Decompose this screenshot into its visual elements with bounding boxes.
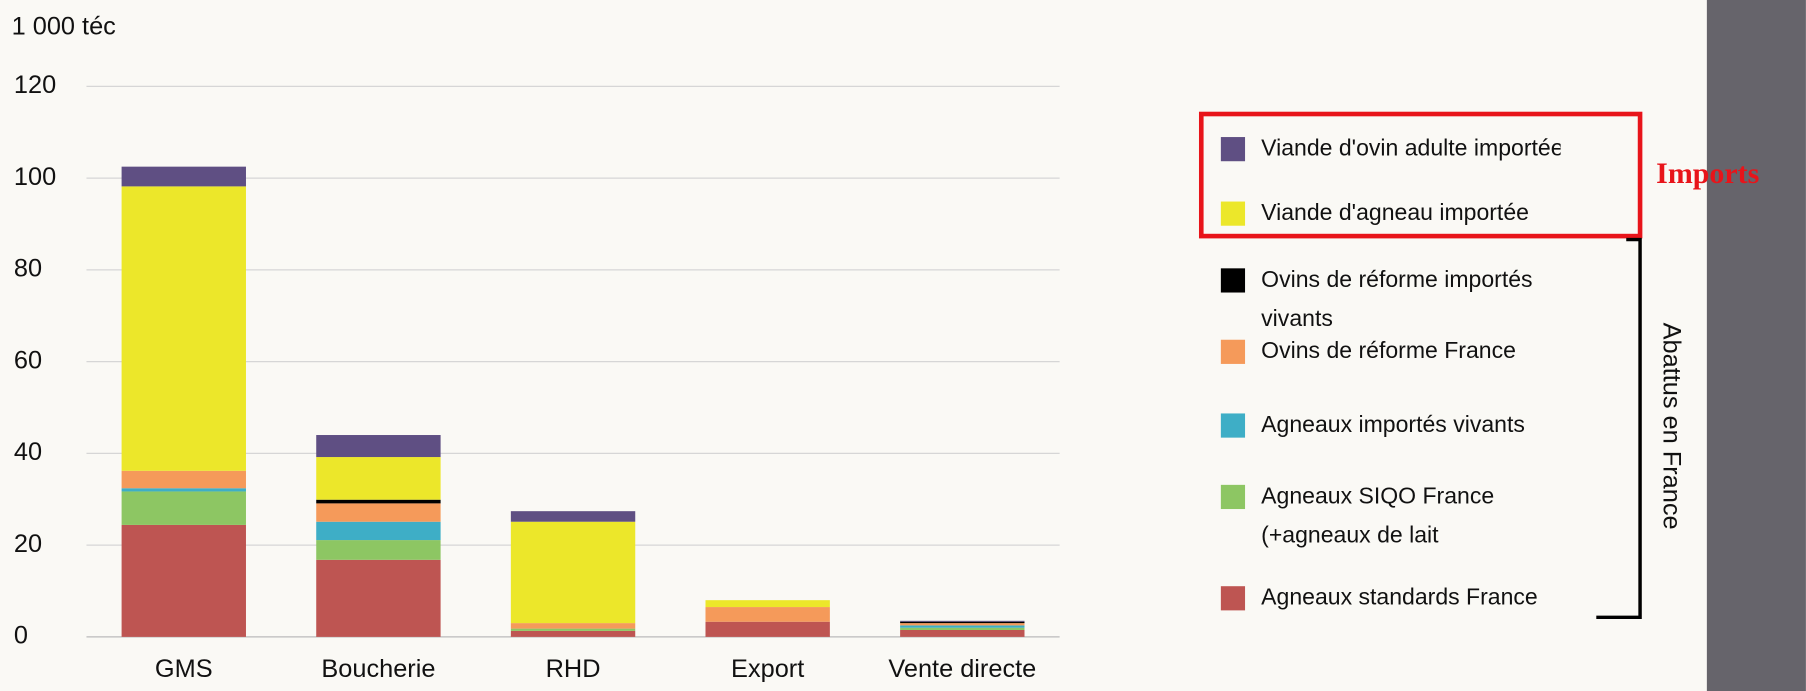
- legend-item: Agneaux standards France: [1261, 585, 1538, 611]
- bar-segment: [316, 503, 441, 522]
- x-tick-label: RHD: [546, 655, 601, 683]
- x-tick-label: GMS: [155, 655, 213, 683]
- legend-label: Viande d'agneau importée: [1261, 200, 1529, 226]
- legend-swatch: [1220, 339, 1246, 364]
- bar-segment: [510, 630, 636, 637]
- legend-swatch: [1220, 201, 1246, 226]
- legend-label: Agneaux standards France: [1261, 585, 1538, 611]
- bar-segment: [510, 628, 636, 631]
- legend-swatch: [1220, 268, 1246, 293]
- y-tick-label: 100: [14, 163, 56, 191]
- y-tick-label: 20: [14, 530, 42, 558]
- legend-label: Ovins de réforme importés vivants: [1261, 267, 1533, 332]
- x-tick-label: Export: [731, 655, 804, 683]
- abattus-label: Abattus en France: [1657, 323, 1685, 530]
- bar-segment: [121, 166, 246, 187]
- bracket: [1596, 237, 1642, 620]
- imports-box: [1198, 111, 1643, 239]
- y-tick-label: 120: [14, 71, 56, 99]
- legend-label: Agneaux importés vivants: [1261, 412, 1525, 438]
- legend-item: Ovins de réforme France: [1261, 338, 1516, 364]
- bar-segment: [510, 511, 636, 522]
- y-tick-label: 40: [14, 438, 42, 466]
- bar-segment: [316, 521, 441, 541]
- legend-label: Ovins de réforme France: [1261, 338, 1516, 364]
- bar-segment: [316, 540, 441, 560]
- bar-segment: [121, 524, 246, 637]
- legend-item: Agneaux SIQO France (+agneaux de lait: [1261, 483, 1495, 549]
- y-tick-label: 0: [14, 622, 28, 650]
- legend-item: Agneaux importés vivants: [1261, 412, 1525, 438]
- legend-label: Agneaux SIQO France (+agneaux de lait: [1261, 483, 1495, 549]
- bar-segment: [705, 600, 830, 608]
- imports-label: Imports: [1656, 157, 1759, 190]
- legend-swatch: [1220, 137, 1246, 162]
- x-tick-label: Boucherie: [321, 655, 435, 683]
- bar-segment: [121, 488, 246, 492]
- y-tick-label: 80: [14, 255, 42, 283]
- y-unit: 1 000 téc: [12, 12, 116, 40]
- y-tick-label: 60: [14, 346, 42, 374]
- bar-segment: [316, 457, 441, 500]
- bar-segment: [900, 625, 1025, 628]
- legend-swatch: [1220, 586, 1246, 611]
- legend-item: Viande d'agneau importée: [1261, 200, 1529, 226]
- legend-label: Viande d'ovin adulte importée: [1261, 135, 1561, 162]
- legend-item: Ovins de réforme importés vivants: [1261, 267, 1533, 332]
- bar-segment: [900, 627, 1025, 630]
- bar-segment: [900, 621, 1025, 624]
- x-tick-label: Vente directe: [888, 655, 1036, 683]
- legend-swatch: [1220, 413, 1246, 438]
- bar-segment: [705, 621, 830, 637]
- legend-swatch: [1220, 484, 1246, 510]
- bar-segment: [900, 620, 1025, 622]
- bar-segment: [510, 521, 636, 624]
- bar-segment: [705, 607, 830, 622]
- bar-segment: [121, 491, 246, 525]
- bar-segment: [121, 186, 246, 471]
- bar-segment: [316, 499, 441, 504]
- bar-segment: [316, 435, 441, 458]
- legend-item: Viande d'ovin adulte importée: [1261, 135, 1561, 162]
- bar-segment: [316, 559, 441, 637]
- bar-segment: [510, 623, 636, 629]
- bar-segment: [900, 629, 1025, 637]
- bar-segment: [121, 470, 246, 489]
- bar-segment: [900, 623, 1025, 626]
- side-band: [1706, 0, 1806, 691]
